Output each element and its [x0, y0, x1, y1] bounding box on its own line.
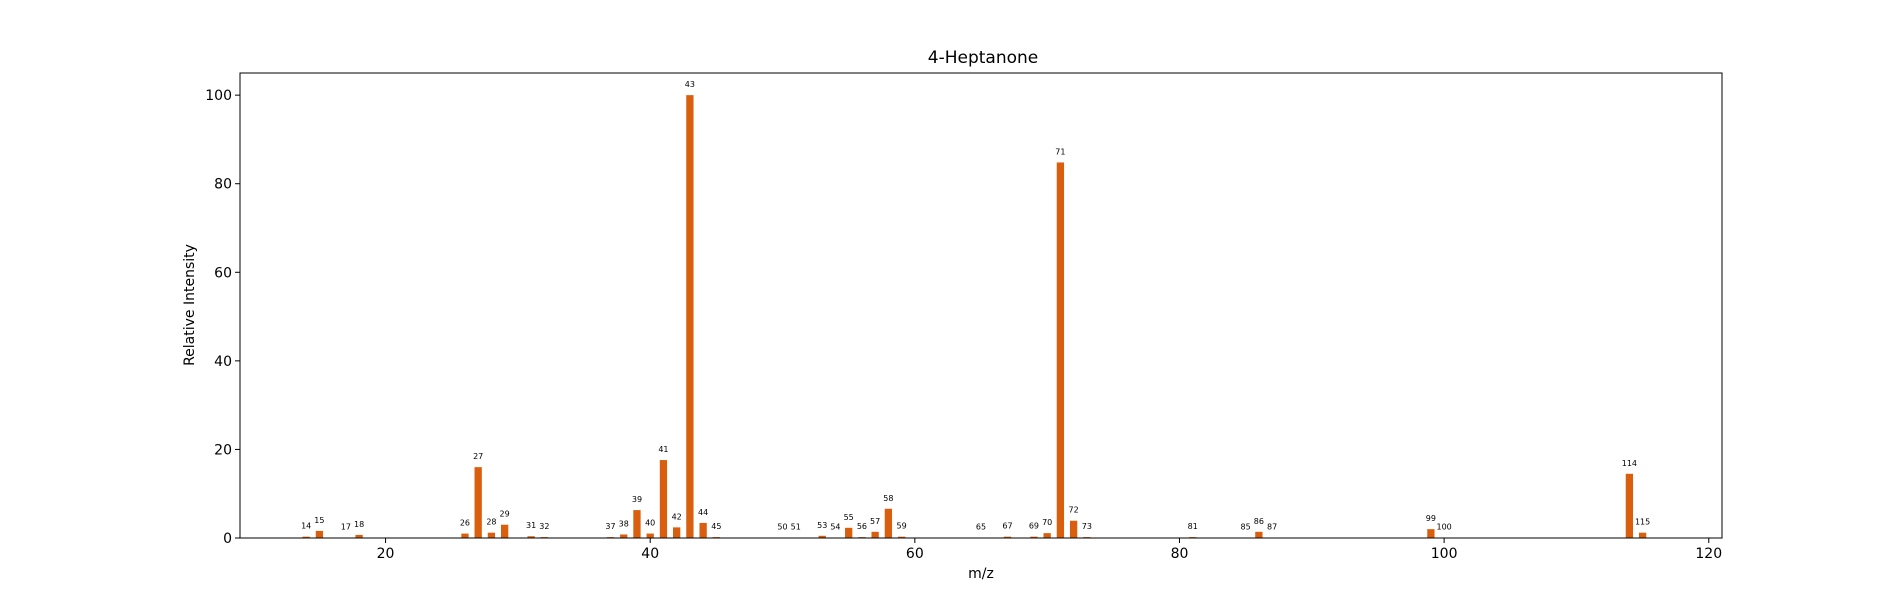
y-tick-label: 0	[223, 531, 232, 547]
bar-label-mz-99: 99	[1426, 514, 1436, 523]
bar-mz-115	[1638, 532, 1647, 538]
bar-label-mz-87: 87	[1267, 523, 1277, 532]
bar-label-mz-39: 39	[632, 495, 642, 504]
bar-label-mz-40: 40	[645, 519, 655, 528]
bar-mz-67	[1003, 536, 1012, 538]
bar-label-mz-85: 85	[1241, 523, 1251, 532]
bar-mz-114	[1625, 473, 1634, 538]
bar-mz-72	[1069, 520, 1078, 538]
y-axis-ticks: 0 20 40 60 80 100	[205, 88, 240, 547]
bar-mz-27	[474, 467, 482, 538]
bar-label-mz-50: 50	[777, 523, 787, 532]
bar-label-mz-69: 69	[1029, 522, 1039, 531]
bar-mz-15	[315, 530, 324, 538]
bar-label-mz-72: 72	[1069, 506, 1079, 515]
bar-mz-40	[646, 533, 654, 538]
bar-mz-41	[659, 460, 668, 538]
bar-mz-55	[845, 527, 853, 538]
chart-title: 4-Heptanone	[928, 48, 1038, 68]
bar-mz-69	[1030, 536, 1038, 538]
bar-label-mz-81: 81	[1188, 522, 1198, 531]
bar-mz-53	[818, 535, 826, 538]
bar-mz-99	[1427, 529, 1435, 538]
bar-mz-42	[673, 527, 681, 538]
x-axis-ticks: 20 40 60 80 100 120	[377, 538, 1722, 562]
bar-mz-18	[355, 534, 363, 538]
y-tick-label: 100	[205, 88, 232, 104]
bar-label-mz-44: 44	[698, 508, 708, 517]
y-axis-label: Relative Intensity	[182, 244, 198, 366]
bar-label-mz-51: 51	[791, 523, 801, 532]
bar-label-mz-100: 100	[1436, 523, 1451, 532]
x-axis-label: m/z	[968, 566, 994, 582]
bar-label-mz-38: 38	[619, 519, 629, 528]
x-tick-label: 20	[377, 546, 395, 562]
bar-label-mz-14: 14	[301, 522, 311, 531]
y-tick-label: 60	[214, 265, 232, 281]
bar-label-mz-55: 55	[844, 513, 854, 522]
bar-mz-28	[487, 532, 496, 538]
bar-label-mz-29: 29	[500, 510, 510, 519]
bar-mz-86	[1255, 531, 1263, 538]
bar-mz-43	[686, 95, 694, 538]
bar-label-mz-17: 17	[341, 523, 351, 532]
bar-label-mz-73: 73	[1082, 522, 1092, 531]
bar-label-mz-43: 43	[685, 80, 695, 89]
bar-label-mz-31: 31	[526, 521, 536, 530]
plot-frame	[239, 72, 1723, 539]
bar-series	[302, 95, 1647, 538]
bar-label-mz-41: 41	[658, 445, 668, 454]
bar-mz-71	[1056, 162, 1065, 538]
x-tick-label: 60	[906, 546, 924, 562]
bar-mz-38	[620, 534, 628, 538]
bar-label-mz-57: 57	[870, 517, 880, 526]
bar-mz-14	[302, 536, 310, 538]
bar-label-mz-114: 114	[1622, 459, 1637, 468]
bar-label-mz-32: 32	[539, 522, 549, 531]
bar-mz-58	[884, 508, 893, 538]
bar-label-mz-59: 59	[897, 522, 907, 531]
bar-mz-59	[897, 536, 906, 538]
bar-label-mz-67: 67	[1002, 522, 1012, 531]
bar-label-mz-37: 37	[605, 522, 615, 531]
bar-label-mz-71: 71	[1055, 147, 1065, 156]
x-tick-label: 80	[1171, 546, 1189, 562]
bar-mz-57	[871, 531, 879, 538]
bar-mz-31	[527, 536, 535, 538]
bar-label-mz-28: 28	[486, 518, 496, 527]
bar-label-mz-42: 42	[672, 512, 682, 521]
bar-label-mz-70: 70	[1042, 518, 1052, 527]
bar-mz-26	[461, 533, 469, 538]
bar-label-mz-26: 26	[460, 519, 470, 528]
bar-mz-70	[1043, 533, 1051, 538]
bar-mz-29	[500, 524, 509, 538]
x-tick-label: 100	[1431, 546, 1458, 562]
bar-label-mz-54: 54	[830, 523, 840, 532]
y-tick-label: 80	[214, 177, 232, 193]
bar-label-mz-18: 18	[354, 520, 364, 529]
bar-label-mz-15: 15	[314, 516, 324, 525]
bar-label-mz-58: 58	[883, 494, 893, 503]
y-tick-label: 40	[214, 354, 232, 370]
x-tick-label: 120	[1695, 546, 1722, 562]
bar-mz-44	[699, 522, 707, 538]
y-tick-label: 20	[214, 442, 232, 458]
bar-label-mz-86: 86	[1254, 517, 1264, 526]
bar-label-mz-45: 45	[711, 522, 721, 531]
bar-label-mz-53: 53	[817, 521, 827, 530]
bar-label-mz-27: 27	[473, 452, 483, 461]
bar-label-mz-56: 56	[857, 522, 867, 531]
x-tick-label: 40	[641, 546, 659, 562]
bar-label-mz-65: 65	[976, 523, 986, 532]
bar-mz-39	[633, 510, 641, 538]
bar-label-mz-115: 115	[1635, 518, 1650, 527]
